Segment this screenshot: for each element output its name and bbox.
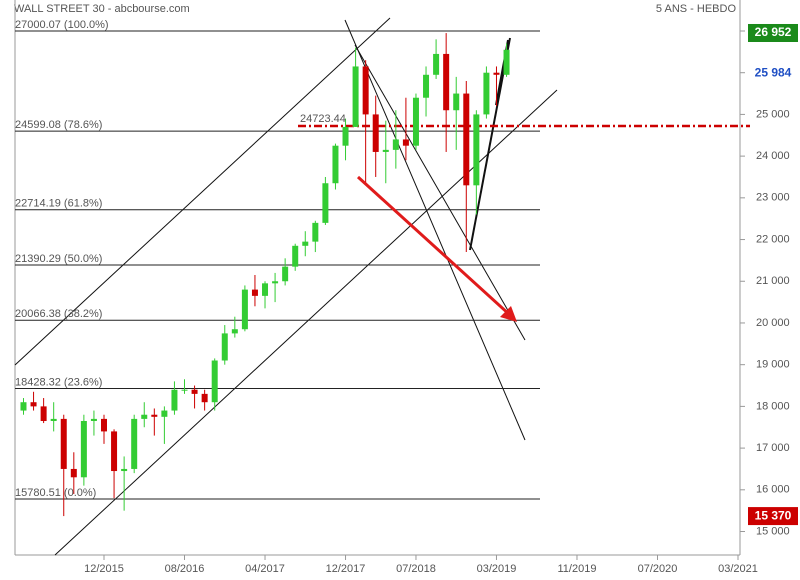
candle-body	[131, 418, 138, 469]
x-tick-label: 07/2020	[638, 563, 678, 575]
candle-body	[402, 139, 409, 146]
candle-body	[171, 389, 178, 411]
trend-line	[14, 17, 391, 366]
fib-label: 24599.08 (78.6%)	[15, 119, 102, 131]
candle-body	[412, 97, 419, 146]
candle-body	[40, 406, 47, 421]
candle-body	[282, 266, 289, 282]
trend-line	[54, 89, 558, 556]
candle-body	[382, 149, 389, 152]
arrow	[356, 175, 512, 317]
x-tick-label: 07/2018	[396, 563, 436, 575]
candle-body	[372, 114, 379, 152]
candle-body	[292, 245, 299, 267]
x-tick-label: 03/2019	[477, 563, 517, 575]
trend-line	[344, 19, 526, 441]
price-badge-label: 26 952	[755, 25, 792, 39]
fib-label: 21390.29 (50.0%)	[15, 253, 102, 265]
x-tick-label: 12/2015	[84, 563, 124, 575]
candle-body	[221, 333, 228, 361]
y-tick-label: 21 000	[756, 275, 790, 287]
x-tick-label: 12/2017	[326, 563, 366, 575]
x-tick-label: 04/2017	[245, 563, 285, 575]
price-badge	[748, 64, 798, 83]
candle-body	[60, 418, 67, 469]
candle-body	[362, 66, 369, 115]
candle-body	[181, 389, 188, 391]
candle-body	[90, 418, 97, 421]
candle-body	[251, 289, 258, 296]
y-tick-label: 25 000	[756, 108, 790, 120]
candle-body	[493, 72, 500, 75]
candle-body	[272, 281, 279, 284]
candle-body	[111, 431, 118, 472]
y-tick-label: 15 000	[756, 525, 790, 537]
candle-body	[141, 414, 148, 419]
fib-label: 22714.19 (61.8%)	[15, 198, 102, 210]
y-tick-label: 19 000	[756, 359, 790, 371]
y-tick-label: 18 000	[756, 400, 790, 412]
chart-subtitle: 5 ANS - HEBDO	[656, 3, 737, 15]
fib-label: 20066.38 (38.2%)	[15, 308, 102, 320]
candle-body	[20, 402, 27, 411]
fib-label: 18428.32 (23.6%)	[15, 376, 102, 388]
candle-body	[443, 53, 450, 111]
price-badge-label: 15 370	[755, 508, 792, 522]
arrow-head	[500, 306, 517, 322]
candle-body	[231, 329, 238, 334]
candle-body	[121, 468, 128, 472]
candle-body	[211, 360, 218, 403]
candle-body	[473, 114, 480, 186]
candle-body	[352, 66, 359, 127]
candle-body	[332, 145, 339, 184]
chart-title: WALL STREET 30 - abcbourse.com	[14, 3, 190, 15]
y-tick-label: 24 000	[756, 150, 790, 162]
resistance-label: 24723.44	[300, 113, 346, 125]
candle-body	[342, 126, 349, 146]
candle-body	[302, 241, 309, 246]
candle-body	[503, 49, 510, 75]
candle-body	[312, 222, 319, 242]
fib-label: 27000.07 (100.0%)	[15, 19, 109, 31]
candle-body	[161, 410, 168, 417]
price-badge	[748, 23, 798, 42]
candle-body	[50, 418, 57, 421]
y-tick-label: 23 000	[756, 192, 790, 204]
candle-body	[322, 183, 329, 223]
candle-body	[101, 418, 107, 432]
trend-line	[469, 37, 511, 251]
candle-body	[463, 93, 470, 186]
candle-body	[80, 420, 87, 478]
y-tick-label: 22 000	[756, 233, 790, 245]
candle-body	[262, 283, 269, 296]
x-tick-label: 03/2021	[718, 563, 758, 575]
candle-body	[433, 53, 440, 75]
candle-body	[30, 402, 37, 407]
fib-label: 15780.51 (0.0%)	[15, 487, 96, 499]
candle-body	[453, 93, 460, 111]
y-tick-label: 17 000	[756, 442, 790, 454]
y-tick-label: 20 000	[756, 317, 790, 329]
candle-body	[423, 74, 430, 98]
price-badge-label: 25 984	[755, 66, 792, 80]
candle-body	[151, 414, 158, 417]
trend-lines	[14, 17, 558, 556]
trend-line	[354, 44, 526, 341]
x-tick-label: 08/2016	[165, 563, 205, 575]
y-tick-label: 16 000	[756, 484, 790, 496]
candle-body	[392, 139, 399, 150]
candle-body	[191, 389, 198, 394]
x-tick-label: 11/2019	[558, 563, 597, 575]
candle-body	[70, 468, 77, 478]
candle-body	[483, 72, 490, 115]
price-badge	[748, 507, 798, 526]
candle-body	[241, 289, 248, 330]
candle-body	[201, 393, 208, 403]
